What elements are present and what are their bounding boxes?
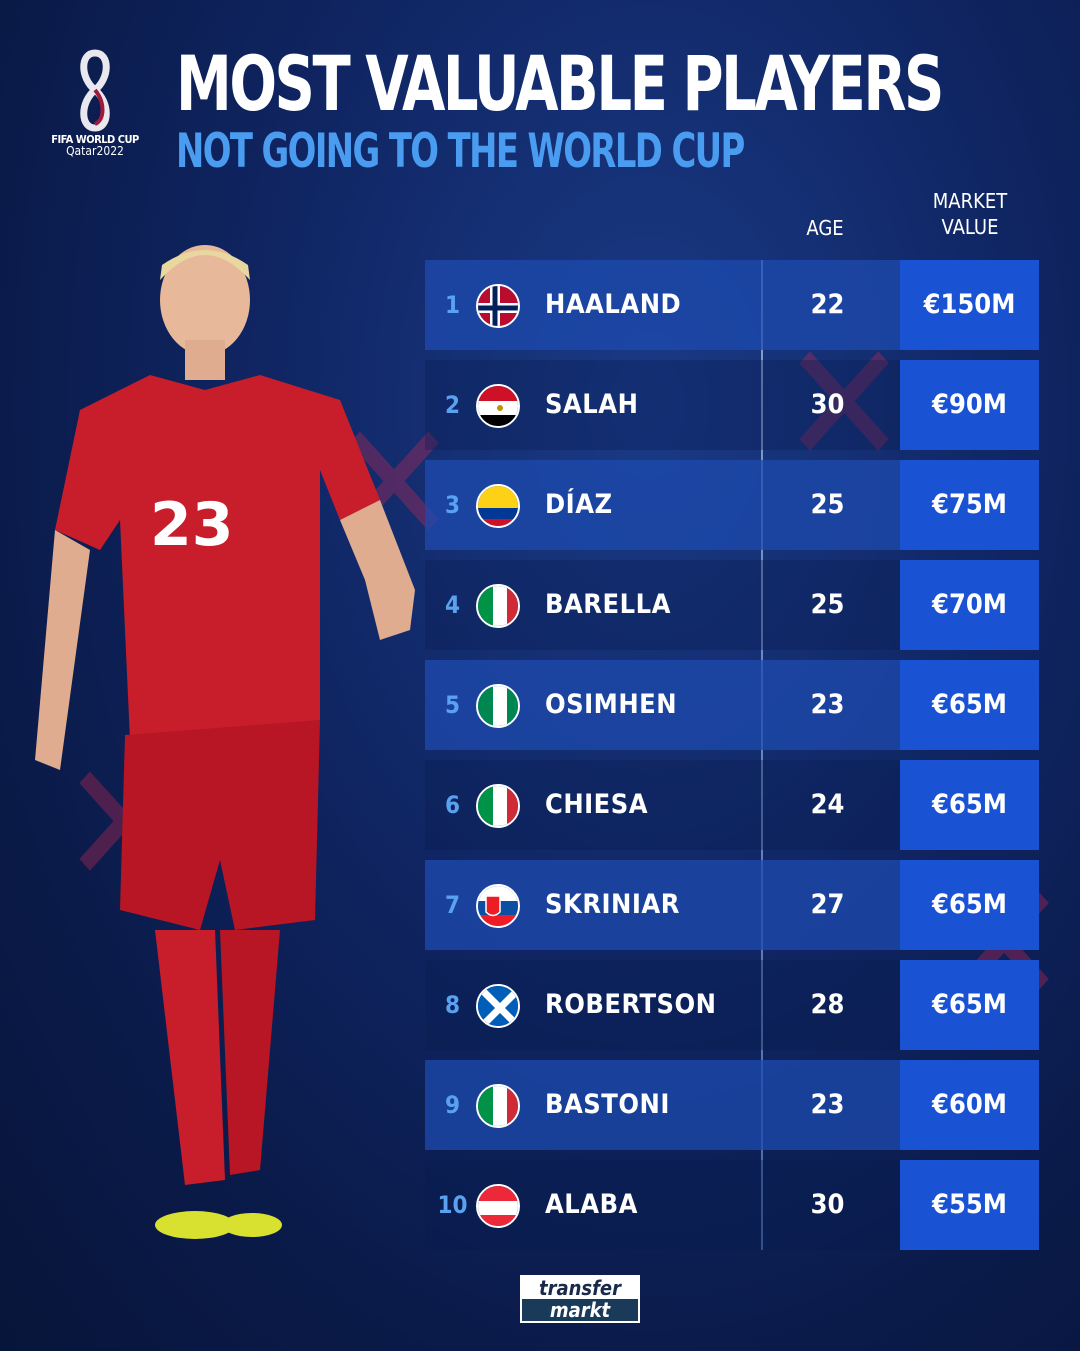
page-subtitle: NOT GOING TO THE WORLD CUP	[176, 124, 745, 179]
flag-italy-icon	[476, 584, 520, 628]
column-divider	[761, 260, 763, 1250]
page-title: MOST VALUABLE PLAYERS	[176, 39, 944, 128]
flag-egypt-icon	[476, 384, 520, 428]
rank: 7	[444, 891, 461, 919]
market-value: €60M	[900, 1060, 1039, 1150]
player-age: 23	[810, 689, 845, 720]
svg-text:23: 23	[150, 490, 234, 560]
player-photo: 23	[35, 245, 415, 1239]
flag-austria-icon	[476, 1184, 520, 1228]
market-value: €65M	[900, 660, 1039, 750]
rank: 4	[444, 591, 461, 619]
table-row: 6 CHIESA 24 €65M	[425, 760, 1039, 850]
player-age: 28	[810, 989, 845, 1020]
player-age: 25	[810, 489, 845, 520]
player-age: 30	[810, 389, 845, 420]
player-age: 22	[810, 289, 845, 320]
flag-norway-icon	[476, 284, 520, 328]
player-name: OSIMHEN	[545, 689, 678, 720]
player-age: 30	[810, 1189, 845, 1220]
rank: 3	[444, 491, 461, 519]
table-row: 5 OSIMHEN 23 €65M	[425, 660, 1039, 750]
player-age: 23	[810, 1089, 845, 1120]
flag-scotland-icon	[476, 984, 520, 1028]
rank: 9	[444, 1091, 461, 1119]
player-name: DÍAZ	[545, 489, 613, 520]
table-row: 7 SKRINIAR 27 €65M	[425, 860, 1039, 950]
table-row: 9 BASTONI 23 €60M	[425, 1060, 1039, 1150]
header-age: AGE	[806, 216, 844, 240]
rank: 5	[444, 691, 461, 719]
trophy-emblem-icon	[80, 49, 110, 132]
rank: 10	[437, 1191, 468, 1219]
flag-italy-icon	[476, 784, 520, 828]
market-value: €65M	[900, 760, 1039, 850]
table-row: 8 ROBERTSON 28 €65M	[425, 960, 1039, 1050]
player-name: BASTONI	[545, 1089, 670, 1120]
market-value: €150M	[900, 260, 1039, 350]
table-row: 10 ALABA 30 €55M	[425, 1160, 1039, 1250]
player-name: ROBERTSON	[545, 989, 717, 1020]
rank: 1	[444, 291, 461, 319]
table-row: 4 BARELLA 25 €70M	[425, 560, 1039, 650]
market-value: €65M	[900, 960, 1039, 1050]
player-name: BARELLA	[545, 589, 671, 620]
flag-nigeria-icon	[476, 684, 520, 728]
market-value: €90M	[900, 360, 1039, 450]
table-row: 1 HAALAND 22 €150M	[425, 260, 1039, 350]
flag-slovakia-icon	[476, 884, 520, 928]
transfermarkt-logo: transfer markt	[520, 1275, 640, 1323]
player-name: ALABA	[545, 1189, 638, 1220]
player-name: SALAH	[545, 389, 639, 420]
rank: 6	[444, 791, 461, 819]
player-age: 24	[810, 789, 845, 820]
market-value: €65M	[900, 860, 1039, 950]
player-name: SKRINIAR	[545, 889, 680, 920]
header-market-value: MARKET VALUE	[932, 189, 1008, 239]
rank: 2	[444, 391, 461, 419]
rank: 8	[444, 991, 461, 1019]
flag-italy-icon	[476, 1084, 520, 1128]
player-age: 27	[810, 889, 845, 920]
table-row: 2 SALAH 30 €90M	[425, 360, 1039, 450]
market-value: €75M	[900, 460, 1039, 550]
player-name: CHIESA	[545, 789, 649, 820]
market-value: €70M	[900, 560, 1039, 650]
table-row: 3 DÍAZ 25 €75M	[425, 460, 1039, 550]
market-value: €55M	[900, 1160, 1039, 1250]
world-cup-logo: FIFA WORLD CUP Qatar2022	[45, 48, 145, 158]
player-age: 25	[810, 589, 845, 620]
flag-colombia-icon	[476, 484, 520, 528]
player-name: HAALAND	[545, 289, 682, 320]
